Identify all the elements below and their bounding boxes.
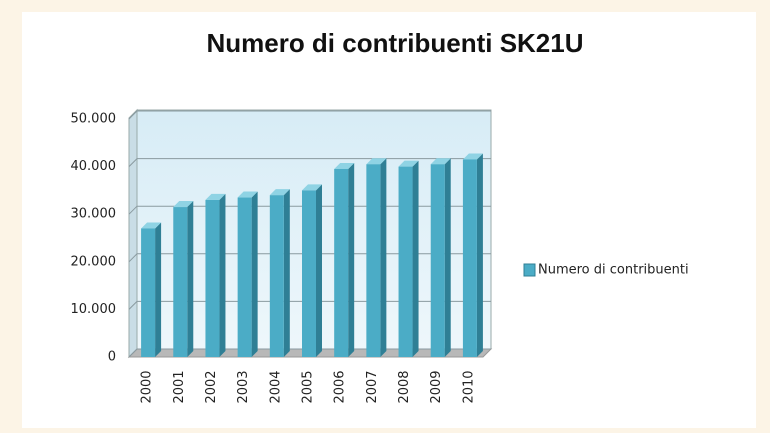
- y-tick-label: 10.000: [71, 302, 117, 317]
- x-tick-label: 2008: [397, 370, 412, 403]
- bar: [269, 189, 290, 357]
- bar-side: [219, 193, 226, 357]
- y-tick-label: 0: [108, 350, 116, 365]
- y-tick-label: 40.000: [71, 159, 117, 174]
- bar-top: [302, 184, 322, 191]
- bar-front: [366, 164, 381, 357]
- bar-top: [237, 191, 258, 198]
- bar: [430, 158, 451, 357]
- bar-front: [398, 166, 413, 357]
- bar-side: [476, 153, 483, 357]
- side-wall: [128, 108, 138, 359]
- bar-top: [430, 158, 451, 165]
- bar-top: [141, 222, 162, 229]
- bar-front: [173, 207, 188, 357]
- bar: [205, 193, 226, 357]
- bar-top: [269, 189, 290, 196]
- bar-front: [462, 159, 477, 357]
- x-tick-label: 2006: [333, 370, 348, 403]
- x-tick-label: 2000: [140, 370, 155, 403]
- bar: [462, 153, 483, 357]
- bar-side: [155, 222, 162, 357]
- bar-top: [205, 193, 226, 200]
- bar: [334, 162, 355, 357]
- bar: [398, 160, 419, 357]
- grid-line: [128, 110, 491, 120]
- bar-front: [205, 199, 220, 357]
- bar: [237, 191, 258, 357]
- chart-title: Numero di contribuenti SK21U: [206, 28, 583, 58]
- bar: [302, 184, 322, 357]
- bar-front: [269, 195, 284, 357]
- bar-front: [237, 197, 252, 357]
- bar-side: [251, 191, 258, 357]
- bar-top: [366, 158, 387, 165]
- bar-front: [302, 190, 316, 357]
- x-tick-label: 2004: [268, 370, 283, 403]
- bar-front: [430, 164, 445, 357]
- legend-label: Numero di contribuenti: [538, 263, 689, 278]
- bar-side: [444, 158, 451, 357]
- x-tick-label: 2001: [172, 370, 187, 403]
- bar-front: [334, 168, 349, 357]
- bar-side: [412, 160, 419, 357]
- bar-side: [187, 201, 194, 357]
- bar-side: [316, 184, 322, 357]
- bar-top: [462, 153, 483, 160]
- legend-swatch: [523, 263, 536, 277]
- bar-side: [380, 158, 387, 357]
- x-tick-label: 2007: [365, 370, 380, 403]
- bar-top: [398, 160, 419, 167]
- y-tick-label: 50.000: [71, 112, 117, 127]
- bar-top: [334, 162, 355, 169]
- x-tick-label: 2005: [301, 370, 316, 403]
- x-tick-label: 2009: [429, 370, 444, 403]
- bar-side: [348, 162, 355, 357]
- x-tick-label: 2010: [461, 370, 476, 403]
- bar: [141, 222, 162, 357]
- bar: [173, 201, 194, 357]
- bar: [366, 158, 387, 357]
- y-tick-label: 30.000: [71, 207, 117, 222]
- x-tick-label: 2002: [204, 370, 219, 403]
- bar-side: [283, 189, 290, 357]
- x-tick-label: 2003: [236, 370, 251, 403]
- y-tick-label: 20.000: [71, 254, 117, 269]
- bar-top: [173, 201, 194, 208]
- bar-front: [141, 228, 156, 357]
